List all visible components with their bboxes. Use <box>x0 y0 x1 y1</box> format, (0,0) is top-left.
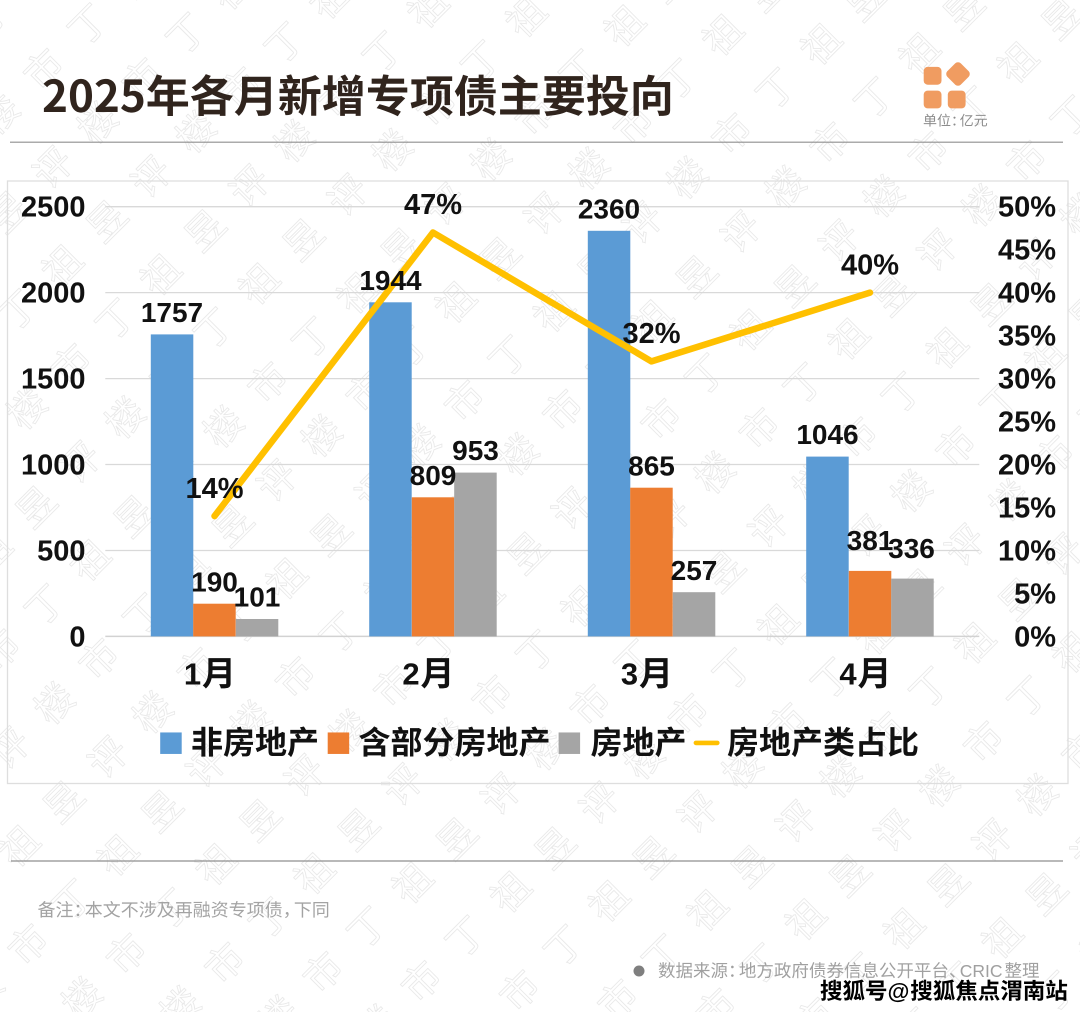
svg-text:809: 809 <box>410 460 457 491</box>
svg-text:40%: 40% <box>841 249 899 281</box>
svg-text:953: 953 <box>452 435 499 466</box>
svg-text:4: 4 <box>839 657 857 692</box>
svg-text:50%: 50% <box>998 192 1056 224</box>
svg-text:30%: 30% <box>998 364 1056 396</box>
svg-text:865: 865 <box>628 450 675 481</box>
svg-text:381: 381 <box>847 525 894 556</box>
svg-text:15%: 15% <box>998 493 1056 525</box>
svg-text:257: 257 <box>671 555 718 586</box>
svg-text:0: 0 <box>69 621 85 653</box>
svg-text:10%: 10% <box>998 535 1056 567</box>
svg-text:20%: 20% <box>998 450 1056 482</box>
svg-text:190: 190 <box>191 566 238 597</box>
svg-text:1757: 1757 <box>141 297 203 328</box>
svg-text:2500: 2500 <box>21 192 86 224</box>
svg-text:1000: 1000 <box>21 450 86 482</box>
svg-text:1500: 1500 <box>21 364 86 396</box>
svg-text:2360: 2360 <box>578 193 640 224</box>
svg-text:2000: 2000 <box>21 278 86 310</box>
svg-text:1: 1 <box>184 657 201 692</box>
svg-text:1944: 1944 <box>359 265 422 296</box>
svg-text:32%: 32% <box>622 318 680 350</box>
svg-text:CRIC: CRIC <box>960 961 1003 981</box>
svg-text:3: 3 <box>621 657 638 692</box>
svg-text:@: @ <box>888 979 910 1004</box>
svg-text:5%: 5% <box>1014 578 1056 610</box>
svg-text:2: 2 <box>402 657 419 692</box>
svg-text:35%: 35% <box>998 321 1056 353</box>
svg-text:47%: 47% <box>404 189 462 221</box>
svg-text:40%: 40% <box>998 278 1056 310</box>
svg-text:500: 500 <box>37 535 85 567</box>
svg-text:0%: 0% <box>1014 621 1056 653</box>
svg-text:336: 336 <box>888 533 935 564</box>
svg-text:14%: 14% <box>185 473 243 505</box>
svg-text:1046: 1046 <box>796 419 858 450</box>
svg-text:25%: 25% <box>998 407 1056 439</box>
svg-text:101: 101 <box>234 582 281 613</box>
svg-text:45%: 45% <box>998 235 1056 267</box>
